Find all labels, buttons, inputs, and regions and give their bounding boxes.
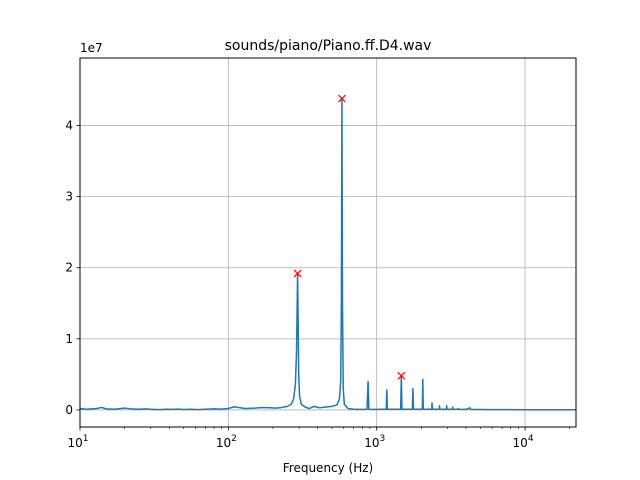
x-tick-label: 104: [513, 434, 534, 450]
x-axis-ticks: 101 102 103 104: [67, 427, 571, 450]
peak-marker-stroke: [397, 371, 406, 380]
y-tick-label: 1: [65, 332, 73, 346]
spectrum-line: [79, 97, 576, 411]
peak-marker: [338, 94, 346, 103]
y-tick-label: 3: [65, 190, 73, 204]
y-tick-label: 4: [65, 119, 73, 133]
peak-marker-stroke: [293, 269, 302, 278]
x-tick-label: 102: [216, 434, 237, 450]
axes-frame: [79, 57, 577, 428]
peak-marker: [293, 269, 302, 278]
peak-marker: [397, 371, 406, 380]
chart-title: sounds/piano/Piano.ff.D4.wav: [225, 38, 432, 54]
x-tick-label: 103: [364, 434, 385, 450]
peak-markers: [293, 94, 406, 380]
y-axis-ticks: 0 1 2 3 4: [65, 119, 80, 417]
plot-area: [79, 97, 576, 411]
y-tick-label: 2: [65, 261, 73, 275]
y-tick-label: 0: [65, 403, 73, 417]
peak-marker-stroke: [338, 94, 346, 103]
x-axis-label: Frequency (Hz): [283, 461, 374, 475]
x-tick-label: 101: [67, 434, 88, 450]
y-offset-label: 1e7: [80, 41, 103, 55]
